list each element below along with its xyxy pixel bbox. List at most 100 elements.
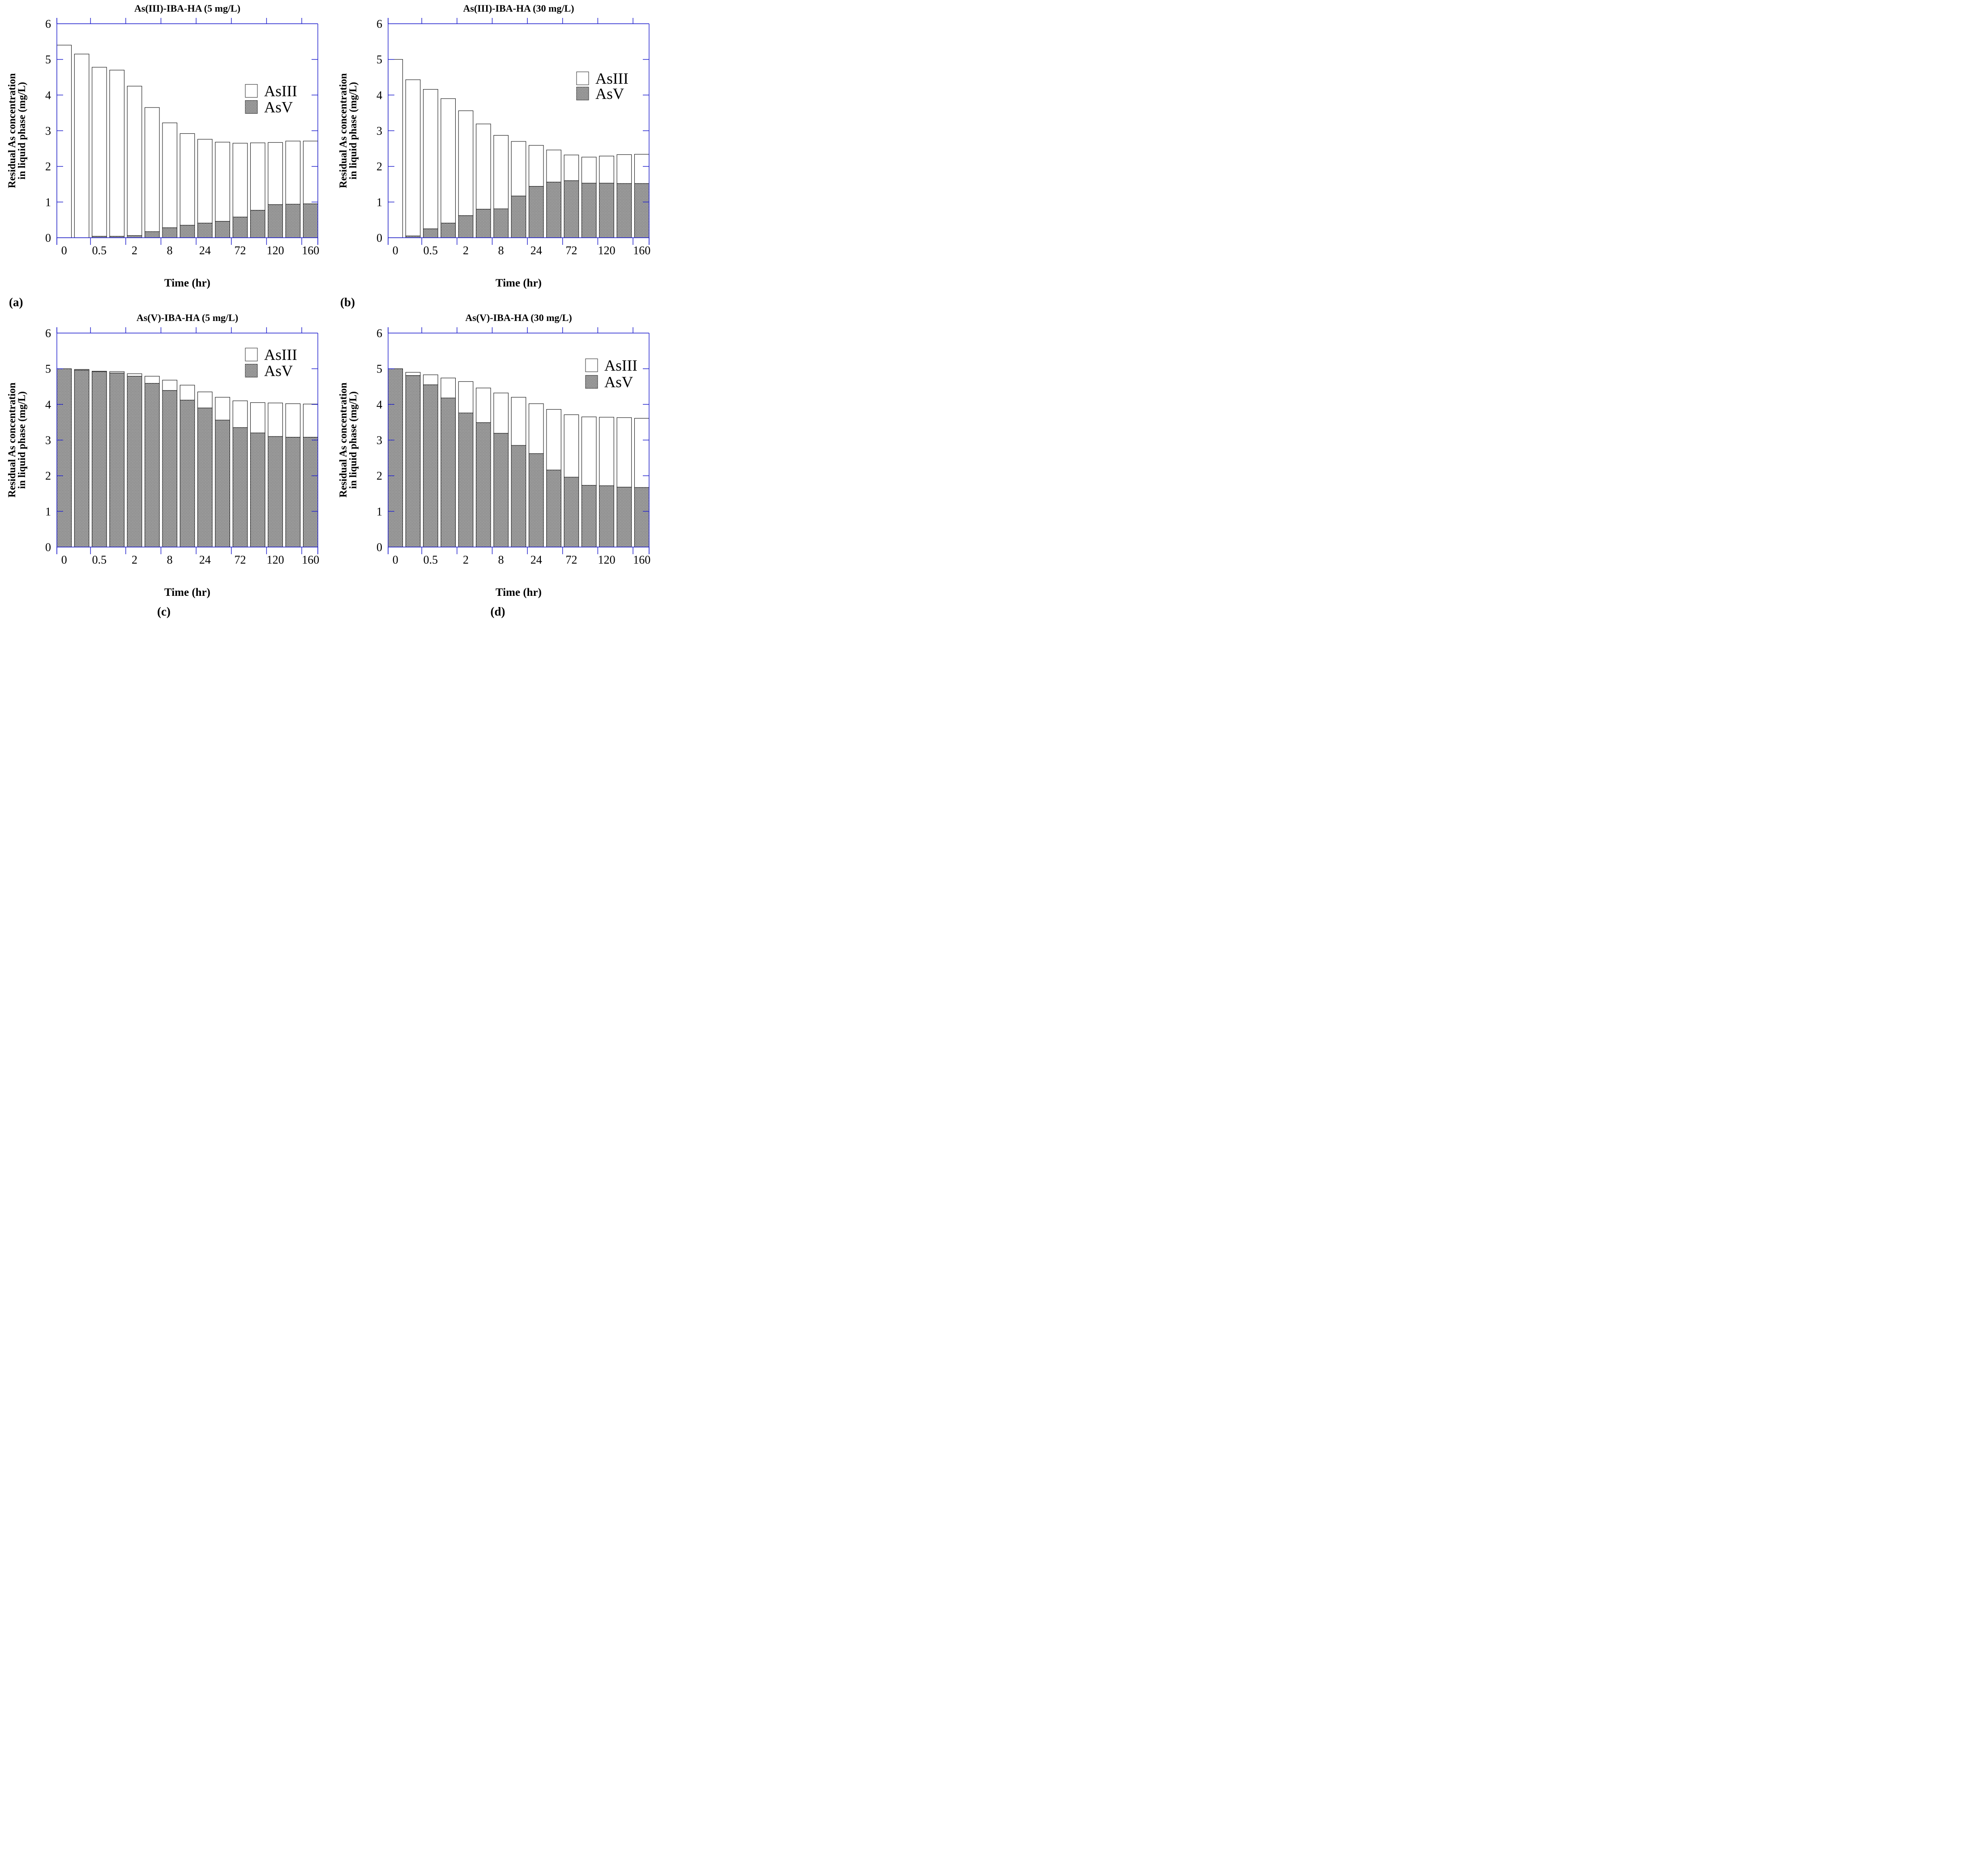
legend-swatch-asv — [245, 100, 258, 114]
legend-swatch-asv — [245, 364, 258, 378]
bar-8-asiii-segment — [511, 397, 526, 446]
bar-2-asv-segment — [405, 375, 421, 547]
bar-4-asv-segment — [440, 398, 456, 547]
legend-label-asiii: AsIII — [604, 357, 637, 374]
bar-2-asiii-segment — [405, 372, 421, 376]
bar-2-asiii-segment — [74, 54, 90, 238]
y-tick-label: 5 — [376, 363, 382, 376]
bar-3-asv-segment — [423, 228, 438, 238]
bar-12-asv-segment — [581, 183, 597, 238]
panel-letter: (b) — [340, 295, 355, 309]
legend-label-asv: AsV — [264, 362, 293, 380]
bar-11-asv-segment — [564, 180, 579, 238]
bar-2-asiii-segment — [405, 79, 421, 236]
bar-2-asiii-segment — [74, 369, 90, 371]
y-axis-title-line1: Residual As concentration — [338, 382, 349, 497]
x-tick-label: 0.5 — [423, 244, 438, 257]
x-tick-label: 24 — [199, 244, 211, 257]
y-tick-label: 1 — [45, 505, 51, 518]
x-tick-label: 0.5 — [92, 553, 107, 566]
bar-15-asiii-segment — [303, 141, 318, 204]
bar-11-asv-segment — [564, 477, 579, 547]
bar-13-asv-segment — [599, 485, 614, 547]
bar-8-asiii-segment — [180, 385, 195, 401]
bar-14-asiii-segment — [285, 403, 301, 438]
legend-label-asiii: AsIII — [595, 70, 628, 87]
y-axis-title-line2: in liquid phase (mg/L) — [347, 391, 359, 489]
bar-15-asiii-segment — [634, 154, 650, 184]
x-axis-title: Time (hr) — [496, 586, 542, 599]
bar-5-asv-segment — [458, 215, 474, 238]
bar-1-asiii-segment — [388, 59, 403, 238]
bar-4-asiii-segment — [109, 70, 125, 237]
bar-8-asiii-segment — [180, 133, 195, 226]
x-tick-label: 2 — [132, 244, 137, 257]
bar-4-asiii-segment — [109, 371, 125, 373]
bar-14-asv-segment — [616, 183, 632, 238]
y-axis-title-line2: in liquid phase (mg/L) — [347, 82, 359, 180]
legend-swatch-asv — [576, 86, 589, 101]
bar-12-asv-segment — [581, 485, 597, 547]
bar-7-asv-segment — [493, 208, 509, 238]
bar-10-asv-segment — [215, 419, 230, 547]
bar-7-asiii-segment — [493, 135, 509, 210]
y-tick-label: 6 — [45, 17, 51, 30]
x-tick-label: 24 — [530, 244, 542, 257]
bar-5-asiii-segment — [127, 373, 142, 376]
legend-label-asv: AsV — [604, 373, 633, 391]
bar-6-asiii-segment — [476, 124, 491, 210]
bar-1-asv-segment — [388, 368, 403, 547]
y-tick-label: 5 — [45, 53, 51, 66]
bar-3-asiii-segment — [423, 89, 438, 229]
x-tick-label: 72 — [234, 244, 246, 257]
bar-1-asv-segment — [56, 368, 72, 547]
bar-14-asiii-segment — [616, 417, 632, 488]
panel-letter: (c) — [157, 605, 171, 618]
x-tick-label: 120 — [267, 553, 284, 566]
bar-9-asv-segment — [197, 407, 213, 547]
bar-6-asiii-segment — [145, 376, 160, 384]
y-axis-title-line1: Residual As concentration — [6, 382, 17, 497]
bar-9-asiii-segment — [197, 391, 213, 408]
x-tick-label: 120 — [598, 553, 616, 566]
panel-letter: (a) — [9, 295, 23, 309]
bar-6-asv-segment — [145, 383, 160, 547]
bar-13-asv-segment — [599, 183, 614, 238]
y-tick-label: 0 — [45, 541, 51, 554]
panel-title: As(V)-IBA-HA (5 mg/L) — [137, 312, 238, 323]
bar-9-asiii-segment — [197, 139, 213, 223]
bar-13-asiii-segment — [599, 417, 614, 486]
bar-10-asiii-segment — [546, 150, 561, 183]
y-axis-title-line2: in liquid phase (mg/L) — [16, 391, 27, 489]
bar-10-asiii-segment — [215, 397, 230, 420]
x-tick-label: 2 — [132, 553, 137, 566]
x-tick-label: 120 — [598, 244, 616, 257]
legend-label-asiii: AsIII — [264, 82, 297, 100]
y-tick-label: 0 — [45, 231, 51, 244]
bar-7-asv-segment — [493, 433, 509, 547]
bar-6-asiii-segment — [476, 388, 491, 423]
bar-8-asiii-segment — [511, 141, 526, 197]
bar-3-asiii-segment — [92, 67, 107, 237]
y-tick-label: 4 — [45, 89, 51, 102]
bar-5-asiii-segment — [458, 110, 474, 216]
bar-6-asiii-segment — [145, 107, 160, 232]
bar-7-asiii-segment — [162, 122, 177, 228]
legend-swatch-asiii — [576, 71, 589, 86]
y-tick-label: 1 — [376, 196, 382, 209]
x-tick-label: 0.5 — [423, 553, 438, 566]
bar-9-asv-segment — [197, 222, 213, 238]
y-tick-label: 6 — [376, 327, 382, 340]
bar-3-asv-segment — [92, 371, 107, 547]
x-tick-label: 0 — [61, 244, 67, 257]
bar-13-asiii-segment — [268, 402, 283, 437]
y-tick-label: 2 — [45, 470, 51, 483]
y-tick-label: 0 — [376, 231, 382, 244]
bar-7-asv-segment — [162, 227, 177, 238]
bar-10-asv-segment — [546, 470, 561, 547]
panel-a: 0 1 2 3 4 5 6 0 0.5 2 8 24 72 120 160 As(III)-IBA-HA (5… — [0, 0, 331, 309]
bar-7-asiii-segment — [162, 380, 177, 391]
